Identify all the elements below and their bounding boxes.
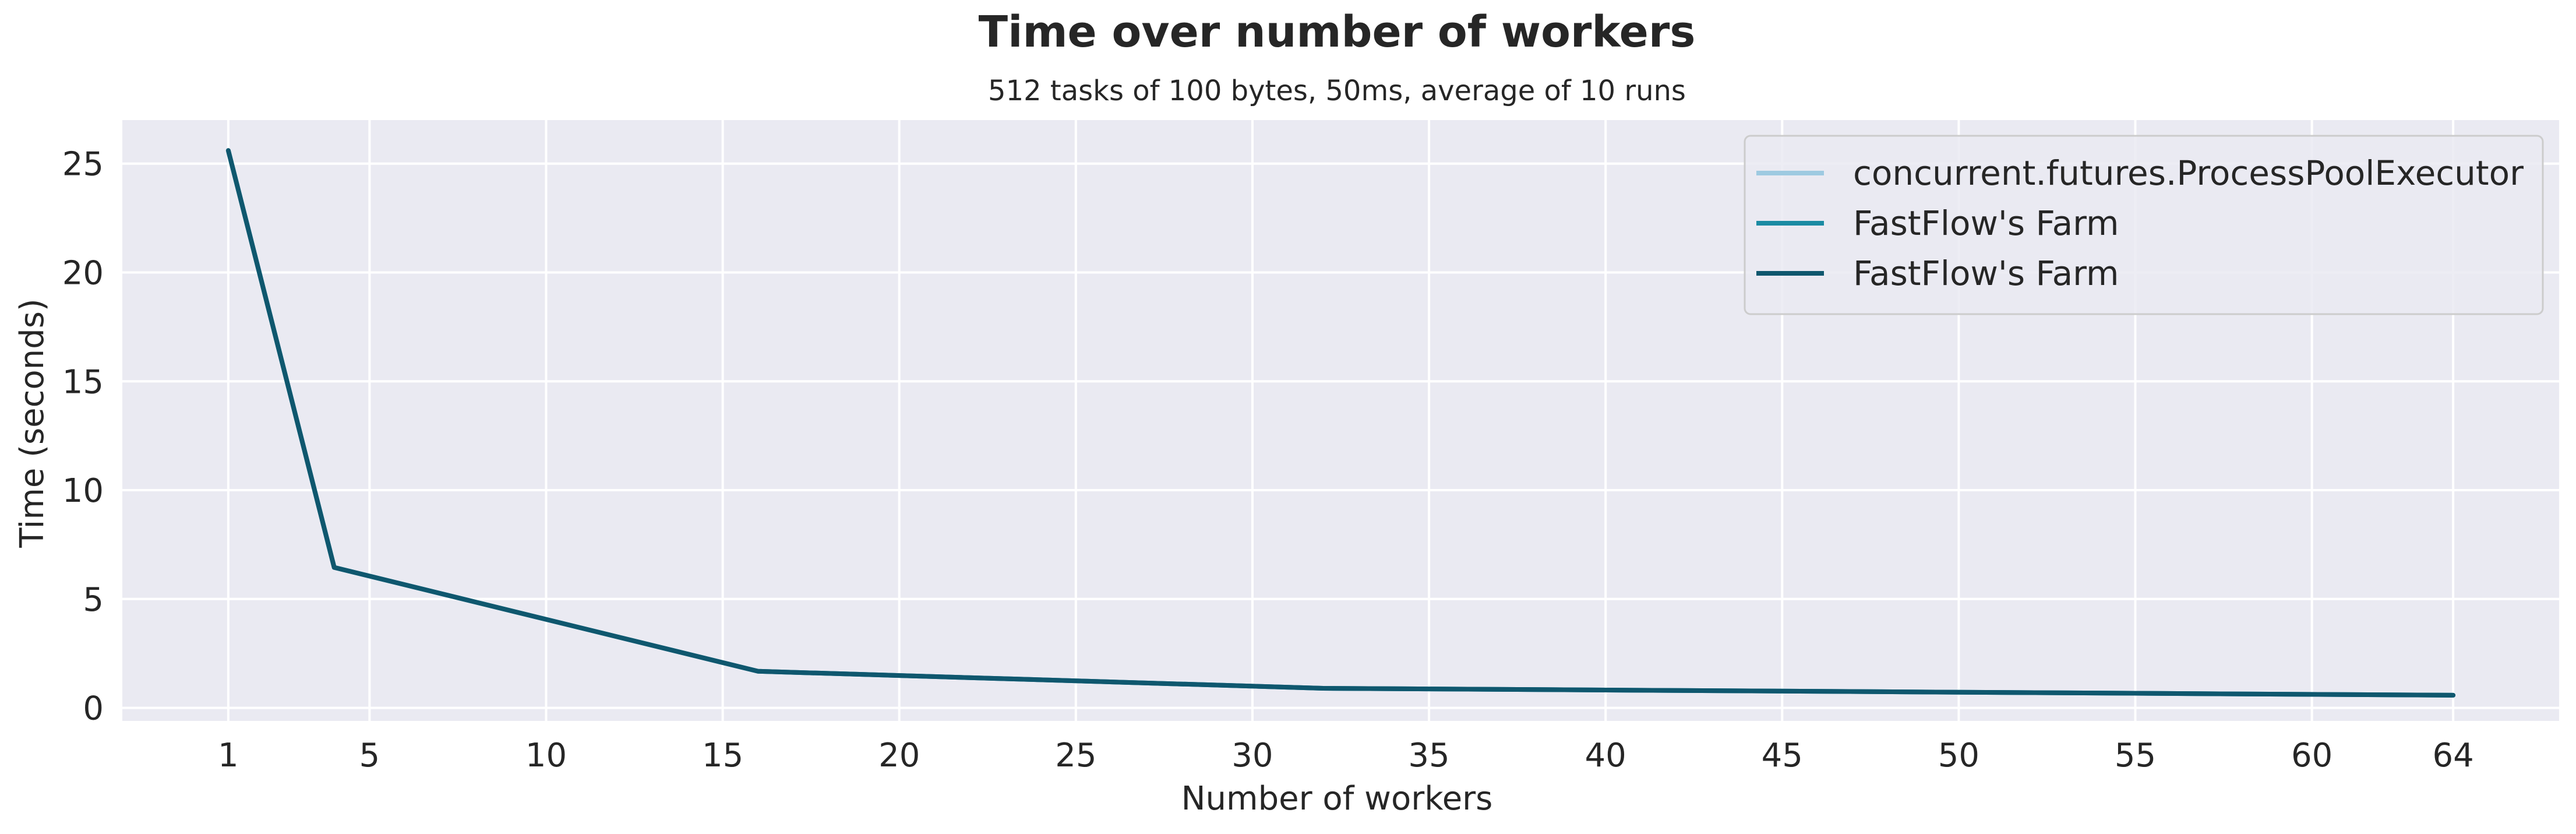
x-tick-label: 25 [1055,737,1096,775]
legend-box [1744,135,2544,315]
series-lines [225,148,2456,698]
y-tick-label: 25 [62,146,104,184]
x-tick-label: 15 [702,737,743,775]
series-line-3 [225,148,2456,698]
legend-label: FastFlow's Farm [1853,203,2119,243]
x-tick-label: 35 [1408,737,1449,775]
chart-title: Time over number of workers [979,7,1696,57]
legend-label: FastFlow's Farm [1853,254,2119,293]
y-tick-label: 10 [62,472,104,510]
y-tick-label: 15 [62,363,104,401]
y-axis-ticks: 0 5 10 15 20 25 [62,146,104,728]
y-tick-label: 20 [62,254,104,292]
x-tick-label: 5 [359,737,380,775]
x-tick-label: 40 [1585,737,1626,775]
x-tick-label: 1 [218,737,239,775]
x-tick-label: 50 [1938,737,1979,775]
y-axis-label: Time (seconds) [13,298,51,548]
x-tick-label: 30 [1231,737,1273,775]
y-tick-label: 5 [83,581,104,619]
legend-label: concurrent.futures.ProcessPoolExecutor [1853,153,2524,193]
x-tick-label: 55 [2115,737,2156,775]
x-tick-label: 20 [878,737,920,775]
y-tick-label: 0 [83,690,104,728]
x-tick-label: 10 [525,737,567,775]
x-axis-ticks: 1 5 10 15 20 25 30 35 40 45 50 55 60 64 [218,737,2474,775]
legend: concurrent.futures.ProcessPoolExecutor Fa… [1744,135,2544,315]
x-tick-label: 60 [2291,737,2332,775]
chart-subtitle: 512 tasks of 100 bytes, 50ms, average of… [988,75,1686,107]
x-axis-label: Number of workers [1181,780,1493,818]
x-tick-label: 45 [1762,737,1803,775]
x-tick-label: 64 [2432,737,2473,775]
